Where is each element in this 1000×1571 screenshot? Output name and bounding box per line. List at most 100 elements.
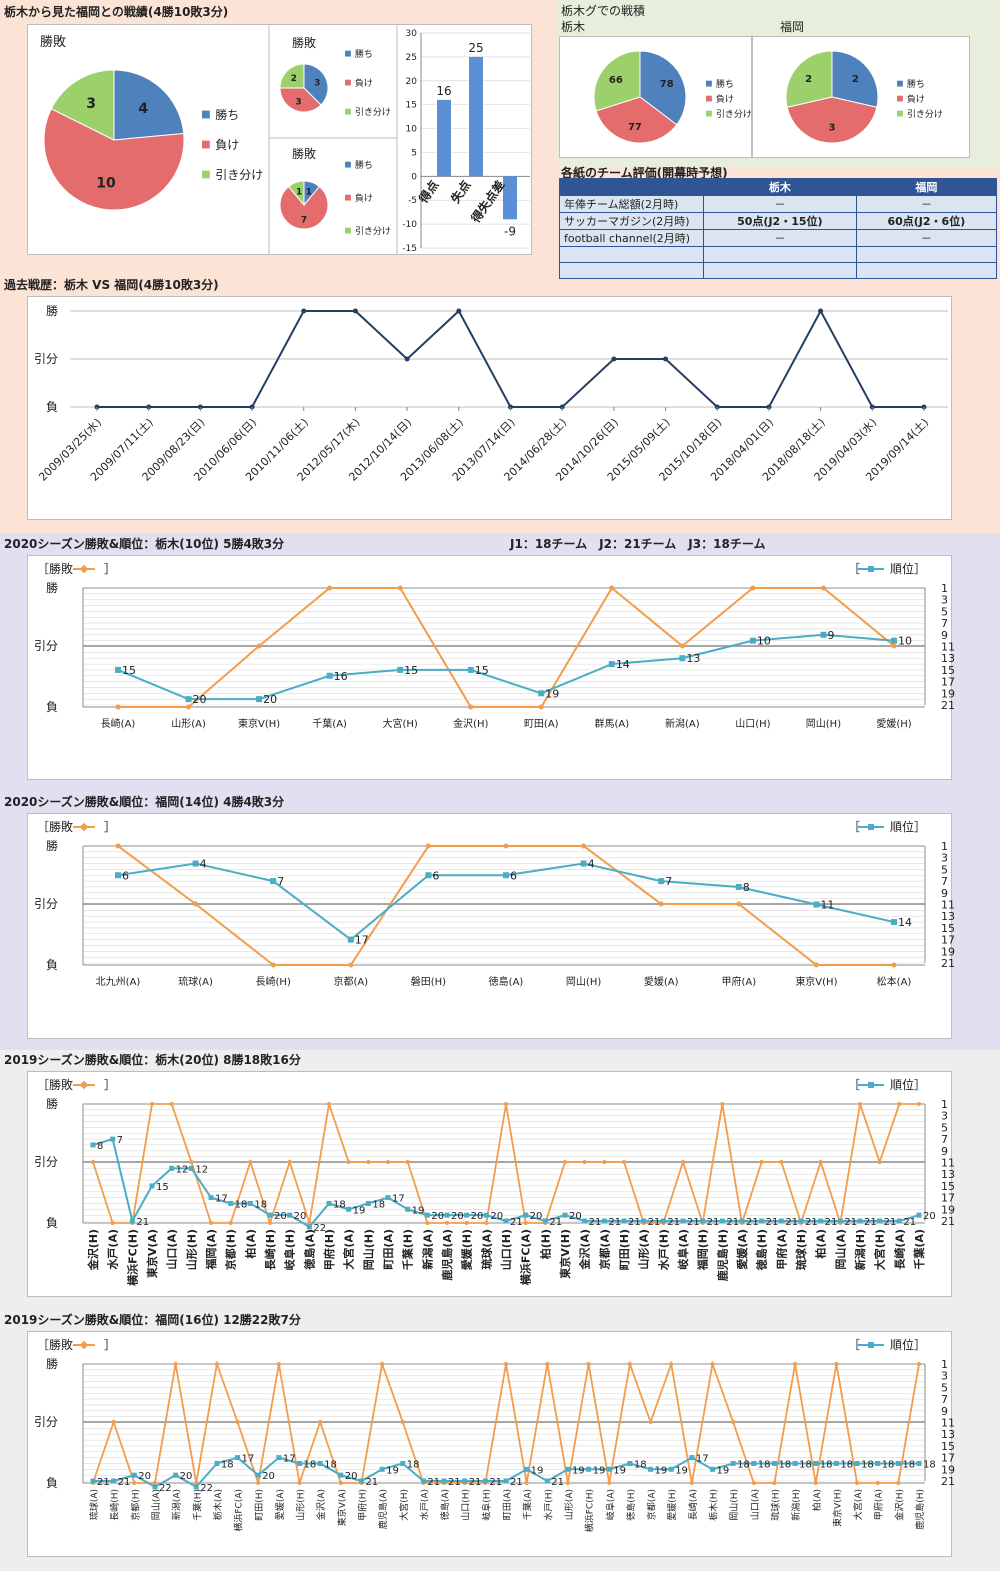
stadium-fukuoka-legend-label-draw: 引き分け [907, 109, 943, 120]
stadium-fukuoka-legend-label-win: 勝ち [907, 78, 925, 90]
season-fukuoka2020-result-point [193, 901, 199, 907]
season-fukuoka2020-rank-label: 7 [665, 875, 672, 888]
season-tochigi2019-rank-label: 15 [156, 1182, 169, 1193]
season-fukuoka2019-result-point [917, 1362, 921, 1366]
season-tochigi2019-result-point [209, 1221, 213, 1225]
season-tochigi2019-opponent-label: 琉球(H) [794, 1229, 808, 1270]
season-tochigi2019-opponent-label: 金沢(A) [578, 1229, 592, 1271]
season-fukuoka2019-rank-label: 22 [159, 1483, 172, 1494]
stadium-fukuoka-pie-slice-lose [786, 96, 878, 144]
season-tochigi2020-y-label: 勝 [46, 580, 58, 595]
season-tochigi2020-legend-rank-label: 順位］ [890, 561, 926, 576]
pie-main-label-draw: 3 [86, 96, 96, 112]
season-fukuoka2019-rank-tick: 1 [941, 1358, 948, 1371]
season-tochigi2020-legend-rank-open: ［ [848, 562, 860, 576]
season-fukuoka2019-result-point [400, 1420, 405, 1424]
history-chart: 勝引分負2009/03/25(水)2009/07/11(土)2009/08/23… [34, 303, 948, 484]
season-tochigi2019-rank-tick: 19 [941, 1203, 955, 1216]
season-tochigi2019-result-point [169, 1102, 174, 1106]
season-fukuoka2019-result-point [256, 1481, 261, 1485]
stadium-fukuoka-legend-swatch-draw [897, 110, 903, 117]
season-tochigi2019-opponent-label: 横浜FC(A) [519, 1229, 533, 1285]
season-tochigi2019-rank-tick: 7 [941, 1133, 948, 1146]
season-tochigi2019-legend-result-end: ］ [104, 1078, 116, 1092]
season-fukuoka2019-rank-label: 21 [118, 1477, 131, 1488]
season-tochigi2019-result-point [759, 1160, 764, 1164]
season-fukuoka2019-rank-tick: 3 [941, 1370, 948, 1383]
season-fukuoka2019-rank-point [565, 1466, 571, 1472]
season-fukuoka2019-y-label: 引分 [34, 1415, 58, 1429]
season-tochigi2019-rank-point [424, 1212, 430, 1218]
season-fukuoka2019-y-label: 負 [46, 1476, 58, 1490]
season-fukuoka2019-rank-label: 18 [324, 1459, 337, 1470]
season-fukuoka2019-result-point [504, 1362, 508, 1366]
season-fukuoka2020-result-point [658, 901, 664, 907]
season-tochigi2019-rank-point [582, 1218, 588, 1224]
season-tochigi2019-rank-label: 21 [805, 1217, 818, 1228]
season-tochigi2019-opponent-label: 長崎(A) [892, 1229, 906, 1270]
season-panel-fukuoka2019 [27, 1331, 952, 1557]
season-tochigi2019-rank-label: 12 [195, 1164, 208, 1175]
season-fukuoka2019-rank-label: 20 [138, 1471, 151, 1482]
goals-tick: 10 [406, 125, 418, 135]
season-tochigi2020-opponent-label: 山形(A) [171, 718, 206, 730]
season-tochigi2019-rank-point [523, 1212, 529, 1218]
season-tochigi2020-rank-tick: 5 [941, 605, 948, 618]
season-fukuoka2020-rank-label: 6 [122, 869, 129, 882]
season-fukuoka2019-rank-point [173, 1472, 179, 1478]
season-tochigi2019-rank-point [503, 1218, 509, 1224]
evaluation-title: 各紙のチーム評価(開幕時予想) [561, 166, 728, 180]
season-tochigi2020-opponent-label: 大宮(H) [383, 717, 418, 730]
goals-tick: 5 [411, 148, 417, 158]
season-tochigi2019-rank-point [405, 1206, 411, 1212]
season-fukuoka2020-result-point [115, 843, 121, 849]
pie-main-slice-lose [43, 108, 185, 211]
goals-tick: 30 [406, 29, 418, 39]
season-tochigi2020-rank-point [467, 666, 474, 673]
evaluation-header-fukuoka: 福岡 [855, 178, 998, 196]
season-fukuoka2019-result-point [586, 1362, 591, 1366]
season-fukuoka2019-opponent-label: 横浜FC(H) [584, 1489, 596, 1532]
season-tochigi2019-opponent-label: 千葉(A) [912, 1229, 926, 1270]
stadium-fukuoka-pie-slice-win [831, 50, 879, 108]
season-fukuoka2020-rank-tick: 11 [941, 899, 955, 912]
season-fukuoka2019-rank-label: 21 [427, 1477, 440, 1488]
season-fukuoka2019-opponent-label: 鹿児島(H) [914, 1489, 926, 1530]
season-fukuoka2020-legend-result-end: ］ [104, 820, 116, 834]
season-tochigi2020-rank-point [256, 696, 263, 703]
season-fukuoka2020-rank-tick: 19 [941, 945, 955, 958]
season-tochigi2019-rank-label: 21 [844, 1217, 857, 1228]
evaluation-row: 年俸チーム総額(2月時) －－ [559, 195, 998, 213]
season-tochigi2020-rank-label: 10 [757, 635, 771, 648]
season-tochigi2019-opponent-label: 岡山(A) [833, 1229, 847, 1270]
season-fukuoka2019-rank-tick: 21 [941, 1475, 955, 1488]
pie-home-legend-swatch-draw [345, 108, 351, 115]
season-fukuoka2020-rank-tick: 13 [941, 910, 955, 923]
season-tochigi2019-rank-tick: 15 [941, 1180, 955, 1193]
season-fukuoka2019-rank-point [338, 1472, 344, 1478]
season-tochigi2019-rank-label: 21 [667, 1217, 680, 1228]
season-fukuoka2019-result-point [648, 1420, 653, 1424]
season-tochigi2019-result-point [779, 1160, 784, 1164]
season-fukuoka2019-result-point [173, 1362, 178, 1366]
season-fukuoka2019-opponent-label: 山形(A) [563, 1489, 575, 1520]
season-tochigi2019-opponent-label: 鹿児島(A) [440, 1229, 454, 1281]
goals-value-label: 25 [468, 41, 483, 55]
season-tochigi2020-y-label: 負 [46, 700, 58, 714]
season-tochigi2020-rank-tick: 11 [941, 641, 955, 654]
season-fukuoka2020-opponent-label: 京都(A) [333, 975, 368, 988]
season-tochigi2019-rank-point [700, 1218, 706, 1224]
season-tochigi2019-opponent-label: 町田(A) [382, 1229, 395, 1270]
season-fukuoka2019-result-point [565, 1481, 570, 1485]
season-tochigi2019-opponent-label: 福岡(H) [696, 1229, 710, 1271]
season-tochigi2019-opponent-label: 福岡(A) [204, 1229, 218, 1271]
season-fukuoka2019-opponent-label: 鹿児島(A) [377, 1489, 389, 1529]
season-fukuoka2019-rank-tick: 17 [941, 1452, 955, 1465]
season-fukuoka2019-rank-label: 18 [221, 1459, 234, 1470]
season-fukuoka2019-opponent-label: 長崎(H) [109, 1489, 121, 1521]
pie-away-legend-swatch-lose [345, 194, 351, 201]
season-tochigi2019-opponent-label: 琉球(A) [479, 1229, 493, 1270]
season-tochigi2020-rank-label: 16 [334, 670, 348, 683]
season-tochigi2020-opponent-label: 新潟(A) [665, 717, 700, 730]
season-fukuoka2019-opponent-label: 徳島(A) [439, 1489, 451, 1520]
